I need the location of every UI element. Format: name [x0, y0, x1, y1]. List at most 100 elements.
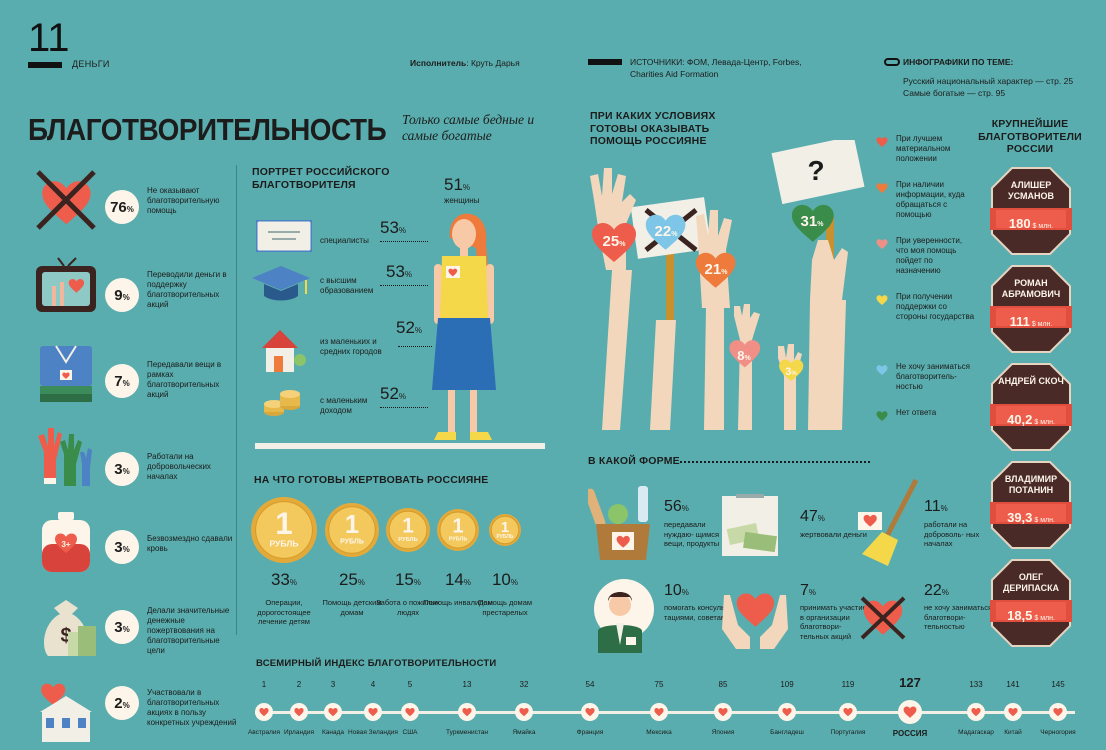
related-link-2[interactable]: Самые богатые — стр. 95	[903, 88, 1006, 98]
donor-badge-2: РОМАН АБРАМОВИЧ 111 $ млн.	[990, 264, 1072, 354]
portrait-label-4: с маленьким доходом	[320, 396, 368, 415]
badge-shape-icon	[990, 363, 1072, 451]
donations-heading: НА ЧТО ГОТОВЫ ЖЕРТВОВАТЬ РОССИЯНЕ	[254, 474, 489, 486]
donor-amount: 111 $ млн.	[1009, 314, 1053, 329]
index-rank: 141	[1006, 680, 1020, 689]
page-number-bar	[28, 62, 62, 68]
condition-value-1: 25%	[603, 233, 627, 250]
legend-heart-icon	[876, 183, 888, 193]
coin-denomination: 1	[452, 516, 463, 538]
donation-label-2: Помощь детским домам	[322, 598, 382, 617]
crossed-heart-icon	[36, 170, 96, 230]
forms-heading-line	[680, 461, 870, 463]
heart-icon	[519, 708, 529, 717]
stat-label-6: Делали значительные денежные пожертвован…	[147, 606, 230, 655]
index-country: Япония	[711, 729, 735, 736]
index-marker	[581, 703, 599, 721]
form-value-1: 56%	[664, 498, 689, 515]
building-heart-icon	[40, 683, 92, 742]
sign-question-mark: ?	[807, 155, 824, 186]
index-rank: 85	[718, 680, 728, 689]
index-marker	[401, 703, 419, 721]
form-value-2: 47%	[800, 508, 825, 525]
stat-value-1: 76%	[105, 190, 139, 224]
donors-heading: КРУПНЕЙШИЕ БЛАГОТВОРИТЕЛИ РОССИИ	[978, 118, 1082, 155]
portrait-value-2: 53%	[386, 262, 413, 281]
author-name: : Круть Дарья	[466, 58, 520, 68]
stat-label-2: Переводили деньги в поддержку благотвори…	[147, 270, 227, 309]
donor-name: АНДРЕЙ СКОЧ	[998, 376, 1064, 386]
donor-name: АЛИШЕР УСМАНОВ	[1008, 180, 1054, 201]
broom-icon	[858, 478, 919, 566]
raised-hands-icon	[38, 428, 92, 486]
stat-value-2: 9%	[105, 278, 139, 312]
badge-shape-icon	[990, 461, 1072, 549]
index-country: Мексика	[646, 729, 672, 736]
index-rank: 32	[519, 680, 529, 689]
legend-item-6: Нет ответа	[896, 408, 937, 417]
index-country: Бангладеш	[770, 729, 804, 736]
legend-item-1: При лучшем материальном положении	[896, 134, 951, 163]
stat-label-4: Работали на добровольческих началах	[147, 452, 211, 481]
form-label-4: помогать консуль- тациями, советами	[664, 603, 731, 622]
stat-value-3: 7%	[105, 364, 139, 398]
portrait-label-1: специалисты	[320, 236, 369, 245]
heart-icon	[903, 706, 917, 718]
coin-label: РУБЛЬ	[449, 537, 468, 543]
form-value-5: 7%	[800, 582, 817, 599]
women-label: женщины	[444, 196, 480, 205]
heart-icon	[971, 708, 981, 717]
form-label-6: не хочу заниматься благотвори- тельность…	[924, 603, 993, 631]
legend-item-3: При уверенности, что моя помощь пойдет п…	[896, 236, 963, 275]
legend-heart-icon	[876, 239, 888, 249]
forms-heading: В КАКОЙ ФОРМЕ	[588, 455, 680, 467]
crossed-heart-small-icon	[860, 596, 906, 640]
portrait-value-4: 52%	[380, 384, 407, 403]
portrait-floor	[255, 443, 545, 449]
index-heading: ВСЕМИРНЫЙ ИНДЕКС БЛАГОТВОРИТЕЛЬНОСТИ	[256, 658, 497, 669]
index-country: Новая Зеландия	[348, 729, 398, 736]
index-marker	[255, 703, 273, 721]
svg-text:$: $	[60, 625, 71, 647]
index-rank: 127	[899, 675, 921, 690]
index-country: Канада	[321, 729, 344, 736]
index-rank: 5	[407, 680, 413, 689]
coin-denomination: 1	[345, 511, 359, 539]
sources-text: ИСТОЧНИКИ: ФОМ, Левада-Центр, Forbes, Ch…	[630, 57, 802, 79]
coin-label: РУБЛЬ	[269, 539, 298, 549]
conditions-heading: ПРИ КАКИХ УСЛОВИЯХ ГОТОВЫ ОКАЗЫВАТЬ ПОМО…	[590, 110, 716, 147]
section-name: ДЕНЬГИ	[72, 59, 110, 69]
heart-icon	[1053, 708, 1063, 717]
index-country: Австралия	[247, 729, 281, 736]
page-number: 11	[28, 16, 70, 60]
stat-value-5: 3%	[105, 530, 139, 564]
coin-denomination: 1	[501, 519, 510, 536]
index-country: Ирландия	[283, 729, 314, 736]
hands-heart-icon	[722, 593, 788, 649]
form-label-3: работали на доброволь- ных началах	[924, 520, 980, 548]
heart-icon	[294, 708, 304, 717]
heart-icon	[585, 708, 595, 717]
index-country: США	[402, 729, 418, 736]
heart-icon	[259, 708, 269, 717]
index-country: Черногория	[1040, 729, 1076, 736]
donor-amount: 39,3 $ млн.	[1007, 510, 1055, 525]
donor-badge-5: ОЛЕГ ДЕРИПАСКА 18,5 $ млн.	[990, 558, 1072, 648]
form-label-5: принимать участие в организации благотво…	[800, 603, 867, 641]
coin-label: РУБЛЬ	[340, 539, 364, 546]
donor-amount: 180 $ млн.	[1008, 216, 1054, 231]
heart-icon	[405, 708, 415, 717]
index-rank: 109	[780, 680, 794, 689]
badge-shape-icon	[990, 265, 1072, 353]
related-link-1[interactable]: Русский национальный характер — стр. 25	[903, 76, 1074, 86]
link-icon	[884, 58, 900, 66]
portrait-label-2: с высшим образованием	[320, 276, 374, 295]
badge-shape-icon	[990, 167, 1072, 255]
column-divider	[236, 165, 237, 635]
heart-icon	[718, 708, 728, 717]
index-country: Туркменистан	[446, 729, 488, 736]
clothes-icon	[40, 345, 92, 402]
donor-badge-4: ВЛАДИМИР ПОТАНИН 39,3 $ млн.	[990, 460, 1072, 550]
